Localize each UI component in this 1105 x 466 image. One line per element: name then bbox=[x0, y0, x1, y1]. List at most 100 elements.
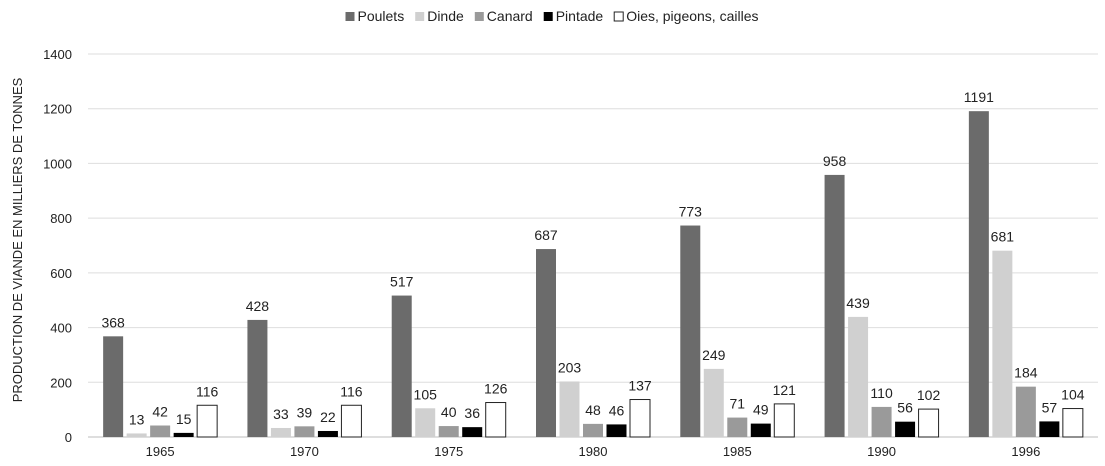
data-label: 137 bbox=[628, 378, 652, 394]
data-label: 1191 bbox=[964, 89, 994, 105]
data-label: 104 bbox=[1061, 387, 1085, 403]
bar-canard-1980 bbox=[583, 423, 603, 437]
bar-dinde-1970 bbox=[270, 427, 291, 437]
data-label: 105 bbox=[414, 386, 438, 402]
data-label: 249 bbox=[702, 347, 726, 363]
bar-dinde-1975 bbox=[415, 408, 436, 437]
legend-item-oies-pigeons-cailles: Oies, pigeons, cailles bbox=[613, 8, 759, 24]
bar-canard-1965 bbox=[150, 425, 171, 437]
data-label: 40 bbox=[441, 404, 457, 420]
data-label: 71 bbox=[729, 396, 745, 412]
bar-oies-pigeons-cailles-1965 bbox=[196, 404, 218, 438]
legend-label: Oies, pigeons, cailles bbox=[626, 8, 758, 24]
bar-pintade-1965 bbox=[173, 432, 194, 437]
legend-label: Poulets bbox=[358, 8, 405, 24]
bar-canard-1990 bbox=[871, 406, 892, 437]
y-tick-label: 400 bbox=[50, 321, 72, 336]
data-label: 22 bbox=[320, 409, 336, 425]
bar-pintade-1975 bbox=[462, 427, 483, 437]
data-label: 116 bbox=[196, 383, 219, 399]
data-label: 110 bbox=[870, 385, 893, 401]
y-tick-label: 1400 bbox=[43, 47, 72, 62]
legend: Poulets Dinde Canard Pintade Oies, pigeons, … bbox=[345, 8, 759, 24]
y-tick-label: 1200 bbox=[43, 102, 72, 117]
data-label: 42 bbox=[152, 404, 168, 420]
data-label: 203 bbox=[558, 359, 582, 375]
y-tick-label: 800 bbox=[50, 211, 72, 226]
bar-dinde-1985 bbox=[703, 368, 724, 437]
legend-label: Dinde bbox=[427, 8, 464, 24]
x-axis-ticks: 1965 1970 1975 1980 1985 1990 1996 bbox=[146, 444, 1041, 459]
bar-canard-1996 bbox=[1015, 386, 1036, 437]
data-label: 681 bbox=[991, 229, 1015, 245]
bar-poulets-1970 bbox=[247, 319, 268, 437]
y-tick-label: 600 bbox=[50, 266, 72, 281]
bar-pintade-1985 bbox=[750, 423, 771, 437]
bar-dinde-1965 bbox=[126, 433, 147, 437]
x-tick-label: 1985 bbox=[723, 444, 752, 459]
y-tick-label: 1000 bbox=[43, 156, 72, 171]
data-label: 184 bbox=[1014, 365, 1038, 381]
bar-oies-pigeons-cailles-1975 bbox=[485, 402, 507, 438]
legend-item-poulets: Poulets bbox=[345, 8, 405, 24]
y-axis-label: PRODUCTION DE VIANDE EN MILLIERS DE TONN… bbox=[10, 77, 25, 402]
bar-oies-pigeons-cailles-1985 bbox=[773, 403, 795, 438]
bar-oies-pigeons-cailles-1990 bbox=[918, 408, 940, 438]
data-label: 13 bbox=[129, 411, 145, 427]
bar-pintade-1970 bbox=[317, 430, 338, 437]
x-tick-label: 1965 bbox=[146, 444, 175, 459]
data-label: 958 bbox=[823, 153, 847, 169]
data-label: 773 bbox=[679, 204, 703, 220]
data-label: 56 bbox=[897, 400, 913, 416]
x-tick-label: 1980 bbox=[579, 444, 608, 459]
bar-pintade-1996 bbox=[1039, 421, 1060, 437]
data-label: 46 bbox=[609, 402, 625, 418]
legend-swatch bbox=[543, 12, 553, 21]
data-label: 33 bbox=[273, 406, 289, 422]
bar-oies-pigeons-cailles-1996 bbox=[1062, 408, 1084, 438]
legend-item-dinde: Dinde bbox=[415, 8, 464, 24]
data-label: 102 bbox=[917, 387, 941, 403]
bar-oies-pigeons-cailles-1970 bbox=[340, 404, 362, 438]
bar-canard-1975 bbox=[438, 426, 459, 437]
bar-dinde-1990 bbox=[848, 316, 869, 437]
data-label: 368 bbox=[101, 314, 125, 330]
data-label: 48 bbox=[585, 402, 601, 418]
bar-poulets-1985 bbox=[680, 225, 701, 437]
y-tick-label: 0 bbox=[65, 430, 72, 445]
legend-item-pintade: Pintade bbox=[543, 8, 604, 24]
data-label: 126 bbox=[484, 381, 508, 397]
data-label: 49 bbox=[753, 402, 769, 418]
y-tick-label: 200 bbox=[50, 375, 72, 390]
data-label: 687 bbox=[534, 227, 558, 243]
legend-label: Pintade bbox=[556, 8, 604, 24]
x-tick-label: 1975 bbox=[434, 444, 463, 459]
bar-poulets-1990 bbox=[824, 174, 845, 437]
x-tick-label: 1990 bbox=[867, 444, 896, 459]
legend-swatch bbox=[474, 12, 484, 21]
legend-item-canard: Canard bbox=[474, 8, 533, 24]
bar-canard-1985 bbox=[727, 417, 748, 437]
data-label: 57 bbox=[1042, 399, 1058, 415]
legend-label: Canard bbox=[487, 8, 533, 24]
bar-poulets-1965 bbox=[103, 336, 124, 437]
x-tick-label: 1970 bbox=[290, 444, 319, 459]
data-label: 116 bbox=[340, 383, 363, 399]
legend-swatch bbox=[415, 12, 425, 21]
bar-pintade-1980 bbox=[606, 424, 627, 437]
data-label: 39 bbox=[297, 404, 313, 420]
y-axis-ticks: 0 200 400 600 800 1000 1200 1400 bbox=[43, 47, 72, 445]
bar-poulets-1975 bbox=[391, 295, 412, 437]
data-label: 439 bbox=[846, 295, 870, 311]
bar-dinde-1980 bbox=[559, 381, 580, 437]
bar-dinde-1996 bbox=[992, 250, 1013, 437]
bar-poulets-1996 bbox=[968, 111, 989, 438]
data-label: 121 bbox=[773, 382, 797, 398]
data-label: 15 bbox=[176, 411, 192, 427]
legend-swatch bbox=[345, 12, 355, 21]
data-label: 36 bbox=[464, 405, 480, 421]
gridlines bbox=[88, 53, 1098, 438]
